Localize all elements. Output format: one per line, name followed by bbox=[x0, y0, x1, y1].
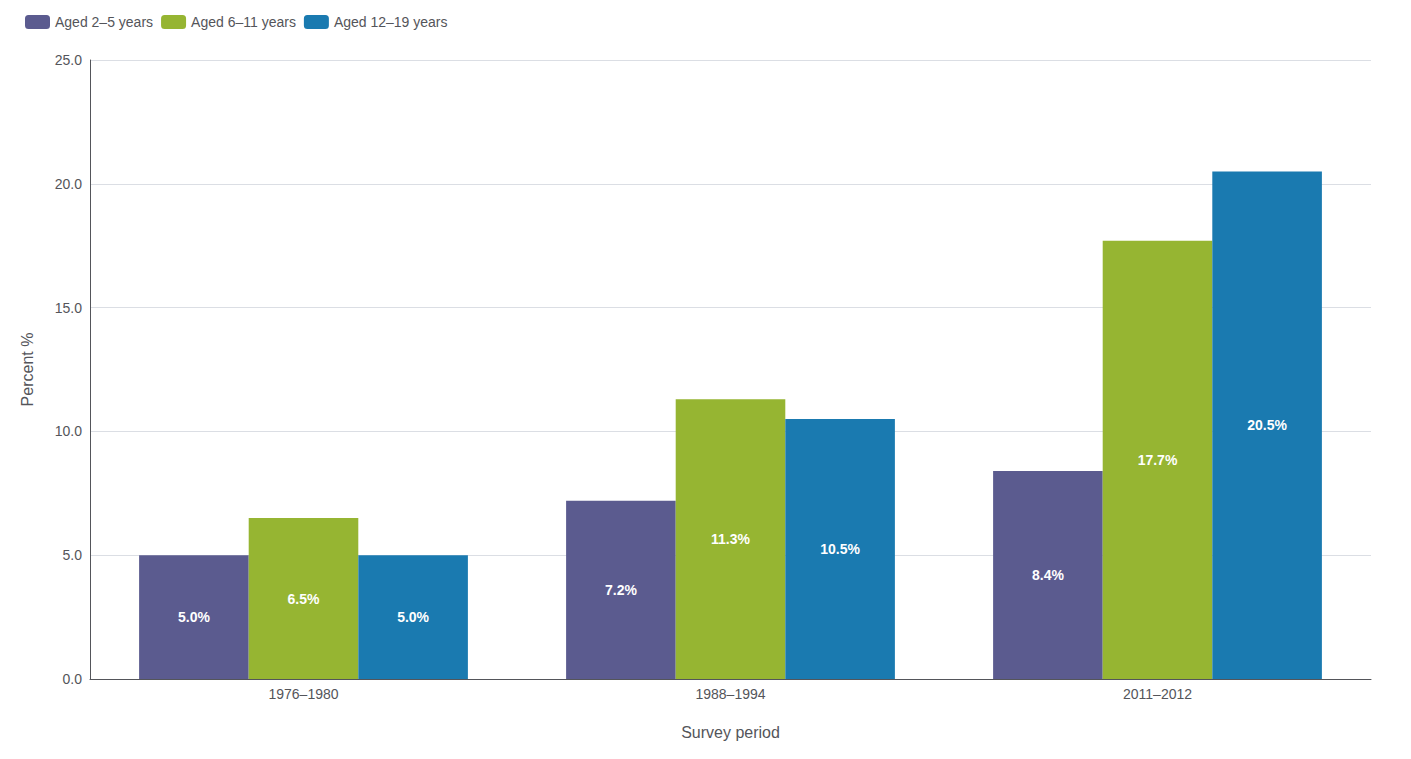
svg-text:15.0: 15.0 bbox=[55, 300, 82, 316]
svg-text:Survey period: Survey period bbox=[681, 724, 780, 741]
svg-text:Aged 2–5 years: Aged 2–5 years bbox=[55, 14, 153, 30]
svg-text:10.5%: 10.5% bbox=[820, 541, 860, 557]
svg-text:7.2%: 7.2% bbox=[605, 582, 637, 598]
svg-text:0.0: 0.0 bbox=[63, 671, 83, 687]
svg-text:5.0%: 5.0% bbox=[178, 609, 210, 625]
svg-text:Aged 12–19 years: Aged 12–19 years bbox=[334, 14, 448, 30]
svg-text:25.0: 25.0 bbox=[55, 52, 82, 68]
svg-text:1976–1980: 1976–1980 bbox=[268, 686, 338, 702]
svg-text:Percent %: Percent % bbox=[19, 333, 36, 407]
svg-text:Aged 6–11 years: Aged 6–11 years bbox=[191, 14, 296, 30]
svg-text:10.0: 10.0 bbox=[55, 423, 82, 439]
svg-text:11.3%: 11.3% bbox=[711, 531, 750, 547]
svg-text:20.5%: 20.5% bbox=[1247, 417, 1287, 433]
svg-text:1988–1994: 1988–1994 bbox=[695, 686, 765, 702]
svg-text:5.0: 5.0 bbox=[63, 547, 83, 563]
svg-text:6.5%: 6.5% bbox=[288, 591, 320, 607]
svg-text:5.0%: 5.0% bbox=[397, 609, 429, 625]
svg-text:8.4%: 8.4% bbox=[1032, 567, 1064, 583]
svg-text:2011–2012: 2011–2012 bbox=[1123, 686, 1192, 702]
svg-text:17.7%: 17.7% bbox=[1138, 452, 1178, 468]
svg-text:20.0: 20.0 bbox=[55, 176, 82, 192]
